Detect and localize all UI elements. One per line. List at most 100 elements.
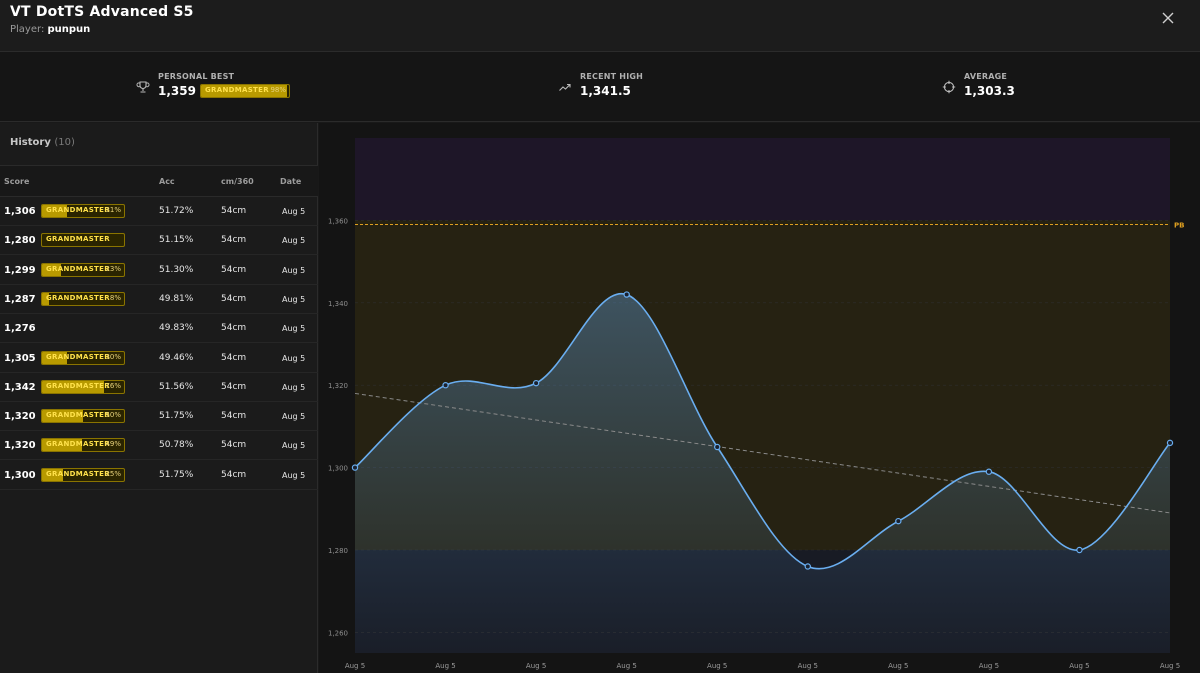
row-acc: 51.56% xyxy=(159,381,194,392)
data-point xyxy=(623,291,630,298)
trend-line xyxy=(354,392,1171,514)
row-date: Aug 5 xyxy=(282,382,306,392)
rank-name: GRANDMASTER xyxy=(46,411,110,420)
rank-name: GRANDMASTER xyxy=(46,235,110,244)
row-score: 1,305 xyxy=(4,352,36,364)
average-label: AVERAGE xyxy=(964,72,1008,81)
row-acc: 50.78% xyxy=(159,440,194,451)
y-tick-label: 1,320 xyxy=(328,382,348,390)
row-score: 1,287 xyxy=(4,293,36,305)
row-score: 1,300 xyxy=(4,469,36,481)
row-date: Aug 5 xyxy=(282,294,306,304)
history-table-header: Score Acc cm/360 Date xyxy=(0,165,318,197)
row-cm360: 54cm xyxy=(221,352,247,363)
row-date: Aug 5 xyxy=(282,236,306,246)
x-tick-label: Aug 5 xyxy=(1160,662,1180,670)
rank-badge: GRANDMASTER 50% xyxy=(41,409,125,424)
data-point xyxy=(985,468,993,475)
y-tick-label: 1,360 xyxy=(328,217,348,225)
rank-percent: 98% xyxy=(270,86,286,94)
modal-header: VT DotTS Advanced S5 Player: punpun xyxy=(0,0,1200,52)
row-cm360: 54cm xyxy=(221,206,247,216)
rank-name: GRANDMASTER xyxy=(46,381,110,390)
row-acc: 51.75% xyxy=(159,411,194,422)
row-cm360: 54cm xyxy=(221,469,247,480)
y-tick-label: 1,280 xyxy=(328,547,348,555)
x-tick-label: Aug 5 xyxy=(616,662,636,670)
row-cm360: 54cm xyxy=(221,411,247,422)
row-cm360: 54cm xyxy=(221,235,247,246)
table-row[interactable]: 1,320 GRANDMASTER 50% 51.75% 54cm Aug 5 xyxy=(0,402,318,432)
score-chart-svg: 1,260 1,280 1,300 1,320 1,340 1,360 PB Aug 5 Aug… xyxy=(328,138,1184,670)
row-score: 1,299 xyxy=(4,264,36,276)
rank-badge: GRANDMASTER 49% xyxy=(41,438,125,453)
data-point xyxy=(1076,546,1083,554)
rank-name: GRANDMASTER xyxy=(46,206,110,214)
row-acc: 51.30% xyxy=(159,264,194,275)
table-row[interactable]: 1,320 GRANDMASTER 49% 50.78% 54cm Aug 5 xyxy=(0,431,318,461)
rank-progress-fill xyxy=(201,85,288,97)
data-point xyxy=(804,563,811,570)
row-acc: 49.46% xyxy=(159,352,194,363)
x-tick-label: Aug 5 xyxy=(1069,662,1089,670)
history-title: History xyxy=(10,137,51,148)
column-acc[interactable]: Acc xyxy=(159,177,175,186)
x-tick-label: Aug 5 xyxy=(435,662,455,670)
rank-percent: 31% xyxy=(105,206,121,214)
rank-percent: 50% xyxy=(105,411,121,420)
row-acc: 49.83% xyxy=(159,323,194,334)
column-date[interactable]: Date xyxy=(280,177,302,186)
row-date: Aug 5 xyxy=(282,353,306,363)
row-score: 1,342 xyxy=(4,381,36,393)
table-row[interactable]: 1,305 GRANDMASTER 30% 49.46% 54cm Aug 5 xyxy=(0,344,318,373)
player-name: punpun xyxy=(47,24,91,35)
player-line: Player: punpun xyxy=(10,24,90,35)
row-acc: 51.72% xyxy=(159,206,194,216)
table-row[interactable]: 1,287 GRANDMASTER 8% 49.81% 54cm Aug 5 xyxy=(0,285,318,314)
data-point xyxy=(351,464,359,471)
personal-best-value: 1,359 xyxy=(158,84,196,98)
table-row[interactable]: 1,276 49.83% 54cm Aug 5 xyxy=(0,314,318,344)
table-row[interactable]: 1,342 GRANDMASTER 76% 51.56% 54cm Aug 5 xyxy=(0,373,318,402)
personal-best-label: PERSONAL BEST xyxy=(158,72,235,81)
history-count: (10) xyxy=(54,137,75,148)
data-point xyxy=(895,517,902,525)
row-acc: 51.15% xyxy=(159,235,194,246)
x-tick-label: Aug 5 xyxy=(707,662,727,670)
row-date: Aug 5 xyxy=(282,265,306,275)
table-row[interactable]: 1,280 GRANDMASTER 51.15% 54cm Aug 5 xyxy=(0,226,318,256)
column-cm360[interactable]: cm/360 xyxy=(221,177,254,186)
table-row[interactable]: 1,300 GRANDMASTER 25% 51.75% 54cm Aug 5 xyxy=(0,461,318,490)
row-score: 1,320 xyxy=(4,440,36,452)
row-acc: 49.81% xyxy=(159,293,194,304)
trending-up-icon xyxy=(559,83,571,91)
rank-name: GRANDMASTER xyxy=(46,352,110,361)
close-icon[interactable] xyxy=(1158,8,1178,28)
rank-badge: GRANDMASTER xyxy=(41,233,125,248)
row-date: Aug 5 xyxy=(282,441,306,451)
rank-badge: GRANDMASTER 76% xyxy=(41,379,125,394)
x-tick-label: Aug 5 xyxy=(979,662,999,670)
table-row[interactable]: 1,306 GRANDMASTER 31% 51.72% 54cm Aug 5 xyxy=(0,197,318,226)
rank-progress-fill xyxy=(42,351,67,364)
table-row[interactable]: 1,299 GRANDMASTER 23% 51.30% 54cm Aug 5 xyxy=(0,256,318,285)
x-tick-label: Aug 5 xyxy=(345,662,365,670)
x-tick-label: Aug 5 xyxy=(888,662,908,670)
rank-progress-fill xyxy=(42,380,105,393)
rank-badge: GRANDMASTER 25% xyxy=(41,467,125,482)
rank-badge: GRANDMASTER 30% xyxy=(41,350,125,365)
rank-band-0 xyxy=(355,138,1170,221)
data-point xyxy=(532,379,540,387)
data-point xyxy=(442,382,449,389)
rank-progress-fill xyxy=(42,439,83,452)
row-date: Aug 5 xyxy=(282,324,306,334)
rank-name: GRANDMASTER xyxy=(46,293,110,302)
row-cm360: 54cm xyxy=(221,293,247,304)
rank-name: GRANDMASTER xyxy=(46,469,110,478)
score-line xyxy=(354,292,1171,570)
rank-percent: 76% xyxy=(105,381,121,390)
score-area xyxy=(355,293,1170,653)
column-score[interactable]: Score xyxy=(4,177,30,186)
rank-percent: 23% xyxy=(105,264,121,273)
rank-name: GRANDMASTER xyxy=(205,86,269,94)
